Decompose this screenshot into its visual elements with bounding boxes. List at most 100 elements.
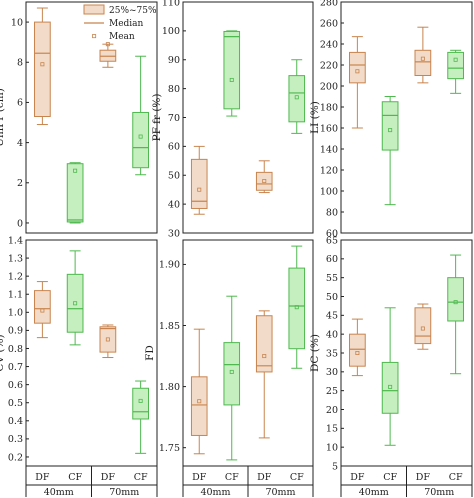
mean-marker bbox=[262, 354, 267, 359]
category-label: DF bbox=[192, 472, 207, 483]
mean-marker bbox=[355, 350, 360, 355]
mean-marker bbox=[197, 187, 202, 192]
box-cf-g2 bbox=[132, 380, 149, 454]
box-cf-g1 bbox=[223, 295, 241, 461]
iqr-box bbox=[66, 163, 84, 223]
y-tick-label: 1.80 bbox=[159, 382, 180, 393]
y-tick-label: 5 bbox=[332, 461, 338, 472]
mean-marker bbox=[40, 62, 45, 67]
y-tick-label: 8 bbox=[17, 58, 23, 69]
mean-marker bbox=[105, 337, 110, 342]
mean-marker bbox=[105, 42, 110, 47]
y-tick-label: 280 bbox=[320, 0, 338, 8]
y-tick-label: 50 bbox=[168, 171, 180, 182]
box-df-g2 bbox=[99, 42, 117, 68]
group-label: 70mm bbox=[109, 487, 139, 498]
mean-marker bbox=[229, 77, 234, 82]
box-df-g2 bbox=[414, 303, 432, 350]
box-df-g2 bbox=[255, 160, 273, 194]
y-tick-label: 220 bbox=[320, 60, 338, 71]
box-cf-g1 bbox=[381, 307, 399, 446]
group-label: 40mm bbox=[200, 487, 230, 498]
group-label: 70mm bbox=[424, 487, 454, 498]
category-label: DF bbox=[257, 472, 272, 483]
y-axis-label: PF-fr (%) bbox=[151, 94, 163, 142]
mean-marker bbox=[294, 305, 299, 310]
y-tick-label: 0.8 bbox=[8, 344, 23, 355]
box-cf-g2 bbox=[132, 55, 149, 176]
box-df-g2 bbox=[99, 324, 117, 359]
y-tick-label: 50 bbox=[326, 292, 338, 303]
y-tick-label: 1.90 bbox=[159, 260, 180, 271]
iqr-box bbox=[190, 376, 208, 436]
mean-marker bbox=[73, 301, 78, 306]
y-tick-label: 30 bbox=[326, 367, 338, 378]
y-tick-label: 60 bbox=[326, 228, 338, 239]
group-label: 40mm bbox=[44, 487, 74, 498]
box-df-g1 bbox=[34, 281, 51, 339]
y-tick-label: 45 bbox=[326, 311, 338, 322]
legend-median-label: Median bbox=[109, 19, 144, 29]
legend-mean-swatch bbox=[92, 34, 97, 39]
legend-box-swatch bbox=[83, 4, 105, 15]
box-cf-g2 bbox=[447, 254, 464, 375]
y-tick-label: 0.2 bbox=[8, 452, 23, 463]
panel-2: 30 40 50 60 70 80 90 100 110 PF-fr (%) bbox=[151, 0, 314, 239]
y-tick-label: 0.3 bbox=[8, 434, 23, 445]
plot-frame bbox=[340, 1, 473, 234]
mean-marker bbox=[420, 326, 425, 331]
category-label: CF bbox=[383, 472, 397, 483]
y-tick-label: 140 bbox=[320, 144, 338, 155]
y-tick-label: 40 bbox=[168, 199, 180, 210]
y-tick-label: 80 bbox=[326, 207, 338, 218]
iqr-box bbox=[349, 51, 366, 84]
plot-frame bbox=[25, 239, 158, 467]
panel-5: 1.75 1.80 1.85 1.90 FD DF CF DF CF 40mm 70mm bbox=[144, 239, 314, 498]
y-tick-label: 90 bbox=[168, 55, 180, 66]
mean-marker bbox=[420, 56, 425, 61]
category-label: CF bbox=[68, 472, 82, 483]
box-df-g1 bbox=[34, 7, 51, 126]
iqr-box bbox=[34, 21, 51, 117]
iqr-box bbox=[447, 51, 464, 80]
mean-marker bbox=[197, 399, 202, 404]
y-tick-label: 60 bbox=[326, 254, 338, 265]
legend: 25%~75% Median Mean bbox=[83, 4, 157, 42]
mean-marker bbox=[355, 69, 360, 74]
box-df-g1 bbox=[190, 328, 208, 455]
y-tick-label: 70 bbox=[168, 113, 180, 124]
y-tick-label: 240 bbox=[320, 39, 338, 50]
iqr-box bbox=[255, 315, 273, 373]
box-cf-g1 bbox=[66, 250, 84, 346]
y-tick-label: 0.5 bbox=[8, 398, 23, 409]
iqr-box bbox=[381, 361, 399, 414]
y-tick-label: 180 bbox=[320, 102, 338, 113]
category-label: CF bbox=[134, 472, 148, 483]
legend-mean-label: Mean bbox=[109, 32, 135, 42]
category-label: CF bbox=[449, 472, 463, 483]
y-tick-label: 100 bbox=[320, 186, 338, 197]
group-label: 40mm bbox=[359, 487, 389, 498]
y-axis-label: LI (%) bbox=[309, 101, 321, 134]
y-tick-label: 30 bbox=[168, 228, 180, 239]
iqr-box bbox=[99, 326, 117, 353]
y-axis-label: FD bbox=[144, 345, 156, 361]
mean-marker bbox=[73, 168, 78, 173]
y-tick-label: 10 bbox=[326, 442, 338, 453]
category-label: CF bbox=[225, 472, 239, 483]
y-tick-label: 15 bbox=[326, 424, 338, 435]
mean-marker bbox=[388, 128, 393, 133]
mean-marker bbox=[262, 179, 267, 184]
y-tick-label: 25 bbox=[326, 386, 338, 397]
iqr-box bbox=[66, 273, 84, 333]
mean-marker bbox=[453, 57, 458, 62]
box-cf-g2 bbox=[288, 245, 306, 369]
mean-marker bbox=[40, 308, 45, 313]
category-label: CF bbox=[290, 472, 304, 483]
y-tick-label: 200 bbox=[320, 81, 338, 92]
mean-marker bbox=[453, 300, 458, 305]
mean-marker bbox=[138, 398, 143, 403]
y-tick-label: 35 bbox=[326, 348, 338, 359]
iqr-box bbox=[381, 101, 399, 151]
y-axis-label: DC (%) bbox=[309, 334, 321, 372]
